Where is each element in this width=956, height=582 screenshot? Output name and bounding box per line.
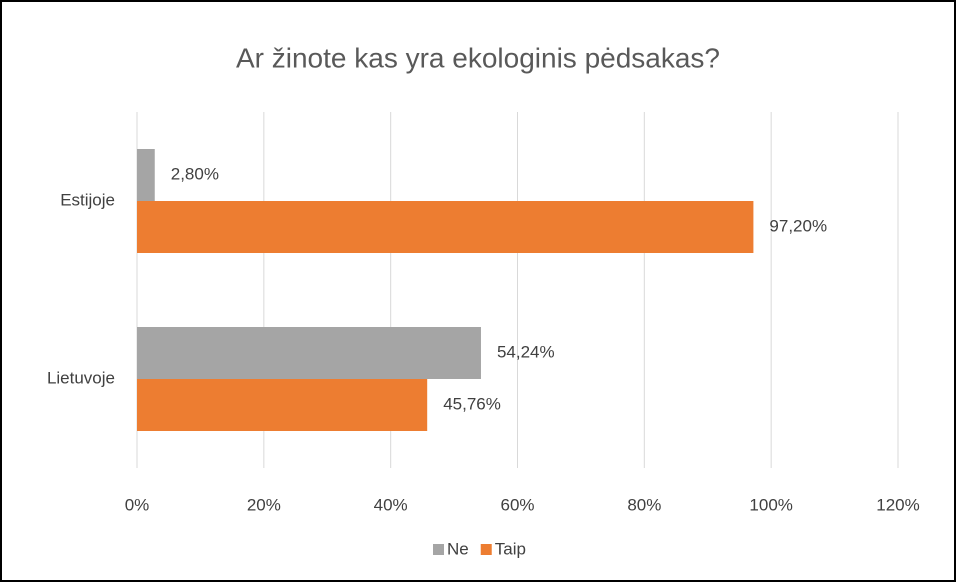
legend-label: Taip [495,539,526,558]
legend-label: Ne [447,539,469,558]
value-label: 45,76% [443,394,501,413]
bar [137,379,428,431]
x-tick-label: 100% [749,495,792,514]
value-label: 97,20% [769,216,827,235]
value-label: 54,24% [497,342,555,361]
bar [137,149,155,201]
x-tick-label: 0% [125,495,150,514]
x-tick-label: 60% [500,495,534,514]
x-tick-label: 80% [627,495,661,514]
chart-title: Ar žinote kas yra ekologinis pėdsakas? [236,42,720,73]
y-tick-label: Estijoje [60,190,115,209]
x-tick-label: 120% [876,495,919,514]
y-tick-label: Lietuvoje [47,368,115,387]
value-label: 2,80% [171,164,219,183]
x-tick-label: 40% [374,495,408,514]
legend-swatch [480,544,492,555]
x-tick-label: 20% [247,495,281,514]
bar [137,201,754,253]
legend-swatch [433,544,444,555]
bar [137,327,481,379]
